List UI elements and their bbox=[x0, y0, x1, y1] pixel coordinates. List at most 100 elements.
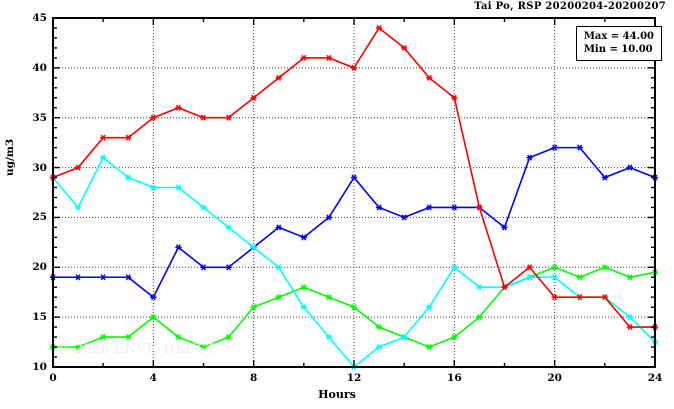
series-green-marker bbox=[300, 284, 307, 291]
series-blue-marker bbox=[551, 144, 558, 151]
y-tick-label: 10 bbox=[32, 361, 47, 373]
series-blue-marker bbox=[300, 234, 307, 241]
x-axis-title: Hours bbox=[318, 388, 356, 401]
series-red-marker bbox=[125, 134, 132, 141]
x-tick-label: 20 bbox=[547, 372, 562, 384]
series-red-marker bbox=[526, 264, 533, 271]
series-green-marker bbox=[601, 264, 608, 271]
series-blue-marker bbox=[225, 264, 232, 271]
series-red-marker bbox=[275, 74, 282, 81]
series-red-marker bbox=[501, 284, 508, 291]
x-tick-label: 4 bbox=[149, 372, 157, 384]
series-blue-marker bbox=[125, 274, 132, 281]
series-cyan-marker bbox=[225, 224, 232, 231]
series-blue-marker bbox=[325, 214, 333, 221]
series-cyan-marker bbox=[275, 264, 282, 271]
series-cyan-marker bbox=[325, 334, 333, 341]
series-red-marker bbox=[401, 44, 408, 51]
y-tick-label: 20 bbox=[32, 261, 47, 274]
series-blue-marker bbox=[401, 214, 408, 221]
series-blue-marker bbox=[601, 174, 608, 181]
series-blue-marker bbox=[375, 204, 383, 211]
series-green-marker bbox=[551, 264, 558, 271]
series-blue-marker bbox=[526, 154, 533, 161]
min-value-label: Min = 10.00 bbox=[583, 44, 653, 55]
series-red-marker bbox=[74, 164, 82, 171]
y-tick-label: 45 bbox=[32, 12, 47, 24]
series-cyan-marker bbox=[526, 274, 533, 281]
series-green-marker bbox=[225, 334, 232, 341]
series-cyan-marker bbox=[150, 184, 157, 191]
series-cyan-marker bbox=[451, 264, 458, 271]
grid-lines bbox=[53, 17, 655, 367]
max-value-label: Max = 44.00 bbox=[583, 31, 654, 42]
series-red-marker bbox=[601, 294, 608, 301]
y-tick-label: 15 bbox=[32, 311, 47, 324]
series-red-marker bbox=[150, 114, 157, 121]
series-blue-marker bbox=[175, 244, 182, 251]
series-green-marker bbox=[626, 274, 634, 281]
series-red-marker bbox=[451, 94, 458, 101]
series-red-marker bbox=[426, 74, 433, 81]
series-red-marker bbox=[225, 114, 232, 121]
series-blue-marker bbox=[74, 274, 82, 281]
series-blue-marker bbox=[350, 174, 358, 181]
x-tick-label: 0 bbox=[49, 372, 57, 384]
series-red-marker bbox=[325, 54, 333, 61]
series-red-marker bbox=[476, 204, 483, 211]
series-cyan-marker bbox=[100, 154, 107, 161]
series-green-marker bbox=[350, 304, 358, 311]
axis-ticks bbox=[52, 17, 656, 368]
series-blue-marker bbox=[200, 264, 207, 271]
series-cyan-marker bbox=[551, 274, 558, 281]
series-cyan-marker bbox=[476, 284, 483, 291]
series-red-marker bbox=[350, 64, 358, 71]
y-tick-label: 30 bbox=[32, 161, 47, 174]
series-green-marker bbox=[325, 294, 333, 301]
series-red-marker bbox=[100, 134, 107, 141]
series-green-marker bbox=[426, 343, 433, 351]
series-cyan-marker bbox=[300, 304, 307, 311]
series-red-marker bbox=[626, 324, 634, 331]
y-tick-label: 40 bbox=[32, 61, 47, 74]
series-blue-marker bbox=[626, 164, 634, 171]
stats-legend-box: Max = 44.00 Min = 10.00 bbox=[575, 26, 662, 61]
x-tick-label: 12 bbox=[346, 372, 362, 384]
series-red-marker bbox=[551, 294, 558, 301]
y-tick-label: 35 bbox=[32, 111, 47, 124]
series-green-marker bbox=[150, 314, 157, 321]
series-green-marker bbox=[451, 334, 458, 341]
series-red-marker bbox=[576, 294, 583, 301]
series-cyan-marker bbox=[74, 204, 82, 211]
series-green-marker bbox=[175, 334, 182, 341]
series-cyan-marker bbox=[250, 244, 257, 251]
series-green-marker bbox=[476, 314, 483, 321]
series-red-marker bbox=[175, 104, 182, 111]
series-green-marker bbox=[375, 324, 383, 331]
series-cyan-marker bbox=[125, 174, 132, 181]
x-tick-label: 24 bbox=[647, 372, 663, 384]
x-tick-label: 16 bbox=[447, 372, 462, 384]
series-cyan-marker bbox=[375, 343, 383, 351]
series-green-marker bbox=[125, 334, 132, 341]
series-red-marker bbox=[200, 114, 207, 121]
series-blue-marker bbox=[576, 144, 583, 151]
series-red-marker bbox=[375, 24, 383, 32]
series-blue-marker bbox=[275, 224, 282, 231]
series-blue-marker bbox=[451, 204, 458, 211]
data-series-layer bbox=[49, 24, 659, 371]
series-green-marker bbox=[74, 343, 82, 351]
series-red-marker bbox=[250, 94, 257, 101]
series-cyan-marker bbox=[426, 304, 433, 311]
series-blue-marker bbox=[150, 294, 157, 301]
series-green-marker bbox=[250, 304, 257, 311]
series-cyan bbox=[49, 154, 659, 371]
chart-title: Tai Po, RSP 20200204-20200207 bbox=[474, 1, 666, 12]
y-tick-label: 25 bbox=[32, 211, 47, 224]
series-green-marker bbox=[576, 274, 583, 281]
series-green-marker bbox=[275, 294, 282, 301]
x-tick-label: 8 bbox=[250, 372, 258, 384]
series-cyan-marker bbox=[401, 334, 408, 341]
